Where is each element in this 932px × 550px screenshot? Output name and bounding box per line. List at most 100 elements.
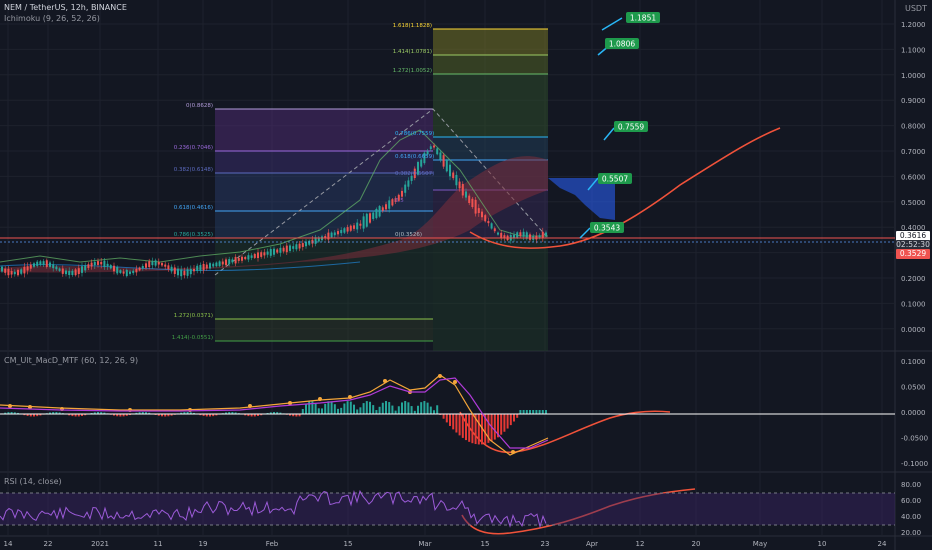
- price-axis[interactable]: 1.2000 1.1000 1.0000 0.9000 0.8000 0.7000 0.60…: [901, 21, 926, 334]
- candle-body: [129, 271, 131, 274]
- target-badge[interactable]: [598, 173, 632, 184]
- candle-body: [365, 213, 368, 227]
- macd-bar: [170, 414, 173, 416]
- target-badge[interactable]: [614, 121, 648, 132]
- fib-retracement-left[interactable]: [215, 108, 433, 342]
- target-labels[interactable]: 1.1851 1.0806 0.7559 0.5507 0.3543: [590, 12, 660, 233]
- macd-bar: [516, 414, 519, 418]
- price-tick: 1.0000: [901, 72, 926, 80]
- macd-bar: [49, 412, 51, 415]
- macd-bar: [55, 412, 58, 415]
- candle-body: [298, 243, 301, 249]
- macd-bar: [273, 412, 275, 415]
- fib-level-label: 1.272(1.0052): [393, 68, 432, 74]
- candle-body: [497, 232, 499, 235]
- target-badge[interactable]: [590, 222, 624, 233]
- candle-body: [26, 266, 29, 271]
- target-badge[interactable]: [626, 12, 660, 23]
- candle-body: [39, 261, 42, 265]
- macd-bar: [519, 410, 522, 415]
- candle-body: [170, 266, 173, 272]
- current-price-badge: 0.3616: [896, 231, 930, 241]
- target-badge[interactable]: [605, 38, 639, 49]
- macd-bar: [493, 414, 496, 440]
- candle-body: [541, 231, 544, 238]
- candle-body: [388, 200, 391, 209]
- macd-bar: [477, 414, 480, 445]
- macd-bar: [433, 410, 435, 415]
- macd-bar: [442, 414, 445, 419]
- projection-box[interactable]: [548, 178, 615, 220]
- candle-body: [119, 270, 122, 274]
- rsi-legend[interactable]: RSI (14, close): [4, 477, 62, 486]
- macd-bar: [209, 414, 211, 417]
- macd-bar: [138, 412, 141, 415]
- candle-body: [449, 164, 451, 177]
- candle-body: [29, 264, 32, 269]
- projection-curve-price[interactable]: [469, 127, 781, 249]
- candle-body: [241, 256, 243, 261]
- macd-bar: [29, 414, 32, 417]
- macd-bar: [36, 414, 39, 417]
- candle-body: [359, 223, 362, 226]
- candle-body: [525, 232, 528, 239]
- candle-body: [55, 266, 58, 270]
- candle-body: [234, 256, 237, 264]
- candle-body: [145, 263, 147, 268]
- macd-bar: [225, 412, 227, 415]
- candle-body: [266, 251, 269, 255]
- macd-bar: [333, 404, 336, 415]
- macd-bar: [391, 405, 394, 415]
- ichimoku-baseline: [0, 261, 361, 272]
- macd-bar: [186, 412, 189, 415]
- fib-trend-line[interactable]: [214, 108, 549, 276]
- candle-body: [141, 265, 144, 269]
- time-tick: 10: [818, 540, 827, 548]
- candle-body: [17, 269, 19, 276]
- candle-body: [394, 198, 397, 202]
- macd-bar: [410, 406, 413, 415]
- fib-level-label: 1.414(1.0781): [393, 49, 432, 55]
- macd-bar: [301, 409, 304, 415]
- candle-body: [343, 228, 346, 233]
- candle-body: [189, 268, 192, 275]
- projection-curve-rsi[interactable]: [461, 488, 696, 535]
- macd-bar: [260, 414, 263, 416]
- macd-bar: [324, 403, 327, 415]
- macd-bar: [436, 405, 439, 415]
- symbol-title[interactable]: NEM / TetherUS, 12h, BINANCE: [4, 3, 127, 12]
- macd-bar: [145, 412, 147, 415]
- macd-bar: [202, 414, 205, 416]
- candle-body: [4, 268, 7, 273]
- price-tick: 0.6000: [901, 173, 926, 181]
- macd-axis[interactable]: 0.1000 0.0500 0.0000 -0.0500 -0.1000: [901, 358, 928, 468]
- candle-body: [493, 228, 496, 232]
- candle-body: [253, 253, 256, 258]
- macd-bar: [161, 414, 163, 417]
- macd-legend[interactable]: CM_Ult_MacD_MTF (60, 12, 26, 9): [4, 356, 139, 365]
- candle-body: [193, 268, 195, 272]
- macd-bar: [513, 414, 515, 422]
- candle-body: [138, 267, 141, 271]
- ichimoku-legend[interactable]: Ichimoku (9, 26, 52, 26): [4, 14, 100, 23]
- fib-level-label: 1.272(0.0371): [174, 313, 213, 319]
- macd-bar: [234, 412, 237, 415]
- candle-body: [330, 232, 333, 238]
- candle-body: [205, 264, 208, 269]
- target-label: 1.1851: [630, 14, 656, 23]
- macd-bar: [257, 414, 259, 416]
- projection-curve-macd[interactable]: [459, 410, 671, 454]
- candle-body: [317, 237, 320, 242]
- macd-bar: [468, 414, 471, 442]
- candle-body: [228, 259, 231, 265]
- candle-body: [244, 256, 247, 260]
- macd-bar: [353, 404, 355, 415]
- price-tick: 0.9000: [901, 97, 926, 105]
- macd-bar: [529, 410, 531, 415]
- candle-body: [461, 183, 464, 196]
- candle-body: [109, 265, 112, 269]
- candlestick-series[interactable]: [1, 143, 547, 280]
- time-axis[interactable]: 14 22 2021 11 19 Feb 15 Mar 15 23 Apr 12 20 May 10 24: [4, 540, 887, 548]
- rsi-axis[interactable]: 80.00 60.00 40.00 20.00: [901, 481, 921, 537]
